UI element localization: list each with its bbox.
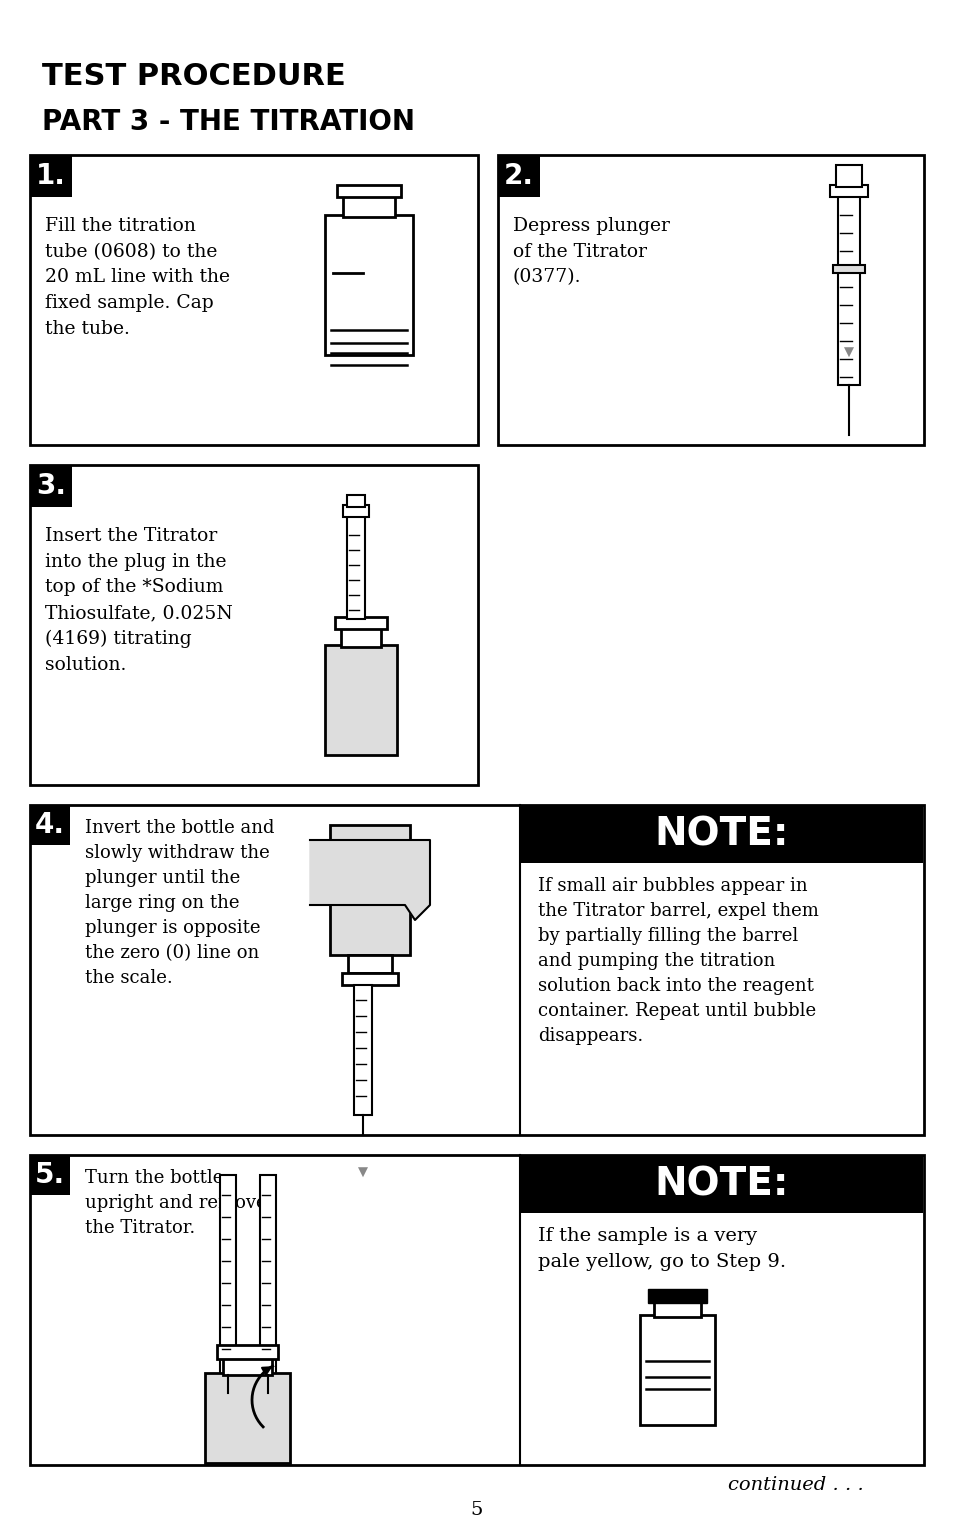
Bar (205, 1373, 290, 1463)
Bar (347, 515, 365, 618)
Bar (30, 156, 71, 197)
Bar (829, 185, 867, 197)
Bar (216, 1345, 277, 1359)
Bar (343, 505, 369, 518)
Bar (832, 266, 864, 273)
Text: Invert the bottle and
slowly withdraw the
plunger until the
large ring on the
pl: Invert the bottle and slowly withdraw th… (85, 818, 274, 986)
Text: TEST PROCEDURE: TEST PROCEDURE (42, 63, 345, 92)
Polygon shape (310, 840, 430, 919)
Bar (223, 1358, 272, 1374)
Bar (354, 985, 372, 1115)
Bar (647, 1289, 706, 1303)
Text: NOTE:: NOTE: (654, 815, 788, 854)
Text: 2.: 2. (503, 162, 534, 189)
Text: 5: 5 (471, 1501, 482, 1519)
Bar (837, 195, 859, 385)
Bar (347, 495, 365, 507)
Bar (835, 165, 862, 186)
Bar (30, 1154, 70, 1196)
Text: 4.: 4. (35, 811, 65, 838)
Text: 5.: 5. (35, 1161, 65, 1190)
Bar (30, 466, 477, 785)
Text: Turn the bottle
upright and remove
the Titrator.: Turn the bottle upright and remove the T… (85, 1170, 266, 1237)
Text: If small air bubbles appear in
the Titrator barrel, expel them
by partially fill: If small air bubbles appear in the Titra… (537, 876, 818, 1044)
Bar (654, 1301, 700, 1316)
Bar (30, 466, 71, 507)
Bar (497, 156, 539, 197)
Bar (260, 1174, 275, 1374)
Bar (30, 1154, 923, 1464)
Bar (341, 973, 397, 985)
Text: If the sample is a very
pale yellow, go to Step 9.: If the sample is a very pale yellow, go … (537, 1228, 785, 1272)
Bar (641, 1365, 712, 1423)
Bar (340, 628, 380, 647)
Bar (30, 156, 477, 444)
Bar (327, 286, 411, 353)
Bar (30, 805, 923, 1135)
Text: PART 3 - THE TITRATION: PART 3 - THE TITRATION (42, 108, 415, 136)
Bar (335, 617, 387, 629)
Text: Fill the titration
tube (0608) to the
20 mL line with the
fixed sample. Cap
the : Fill the titration tube (0608) to the 20… (45, 217, 230, 337)
Bar (520, 805, 923, 863)
Text: continued . . .: continued . . . (727, 1477, 863, 1493)
Bar (325, 215, 413, 354)
Bar (639, 1315, 714, 1425)
Text: 1.: 1. (36, 162, 66, 189)
Bar (325, 644, 396, 754)
Text: Depress plunger
of the Titrator
(0377).: Depress plunger of the Titrator (0377). (513, 217, 669, 287)
Bar (336, 185, 400, 197)
Bar (220, 1174, 235, 1374)
Bar (330, 825, 410, 954)
Text: Insert the Titrator
into the plug in the
top of the *Sodium
Thiosulfate, 0.025N
: Insert the Titrator into the plug in the… (45, 527, 233, 673)
Bar (348, 954, 392, 973)
Bar (520, 1154, 923, 1212)
Bar (343, 195, 395, 217)
Bar (497, 156, 923, 444)
Text: 3.: 3. (36, 472, 66, 499)
Text: NOTE:: NOTE: (654, 1165, 788, 1203)
Bar (30, 805, 70, 844)
